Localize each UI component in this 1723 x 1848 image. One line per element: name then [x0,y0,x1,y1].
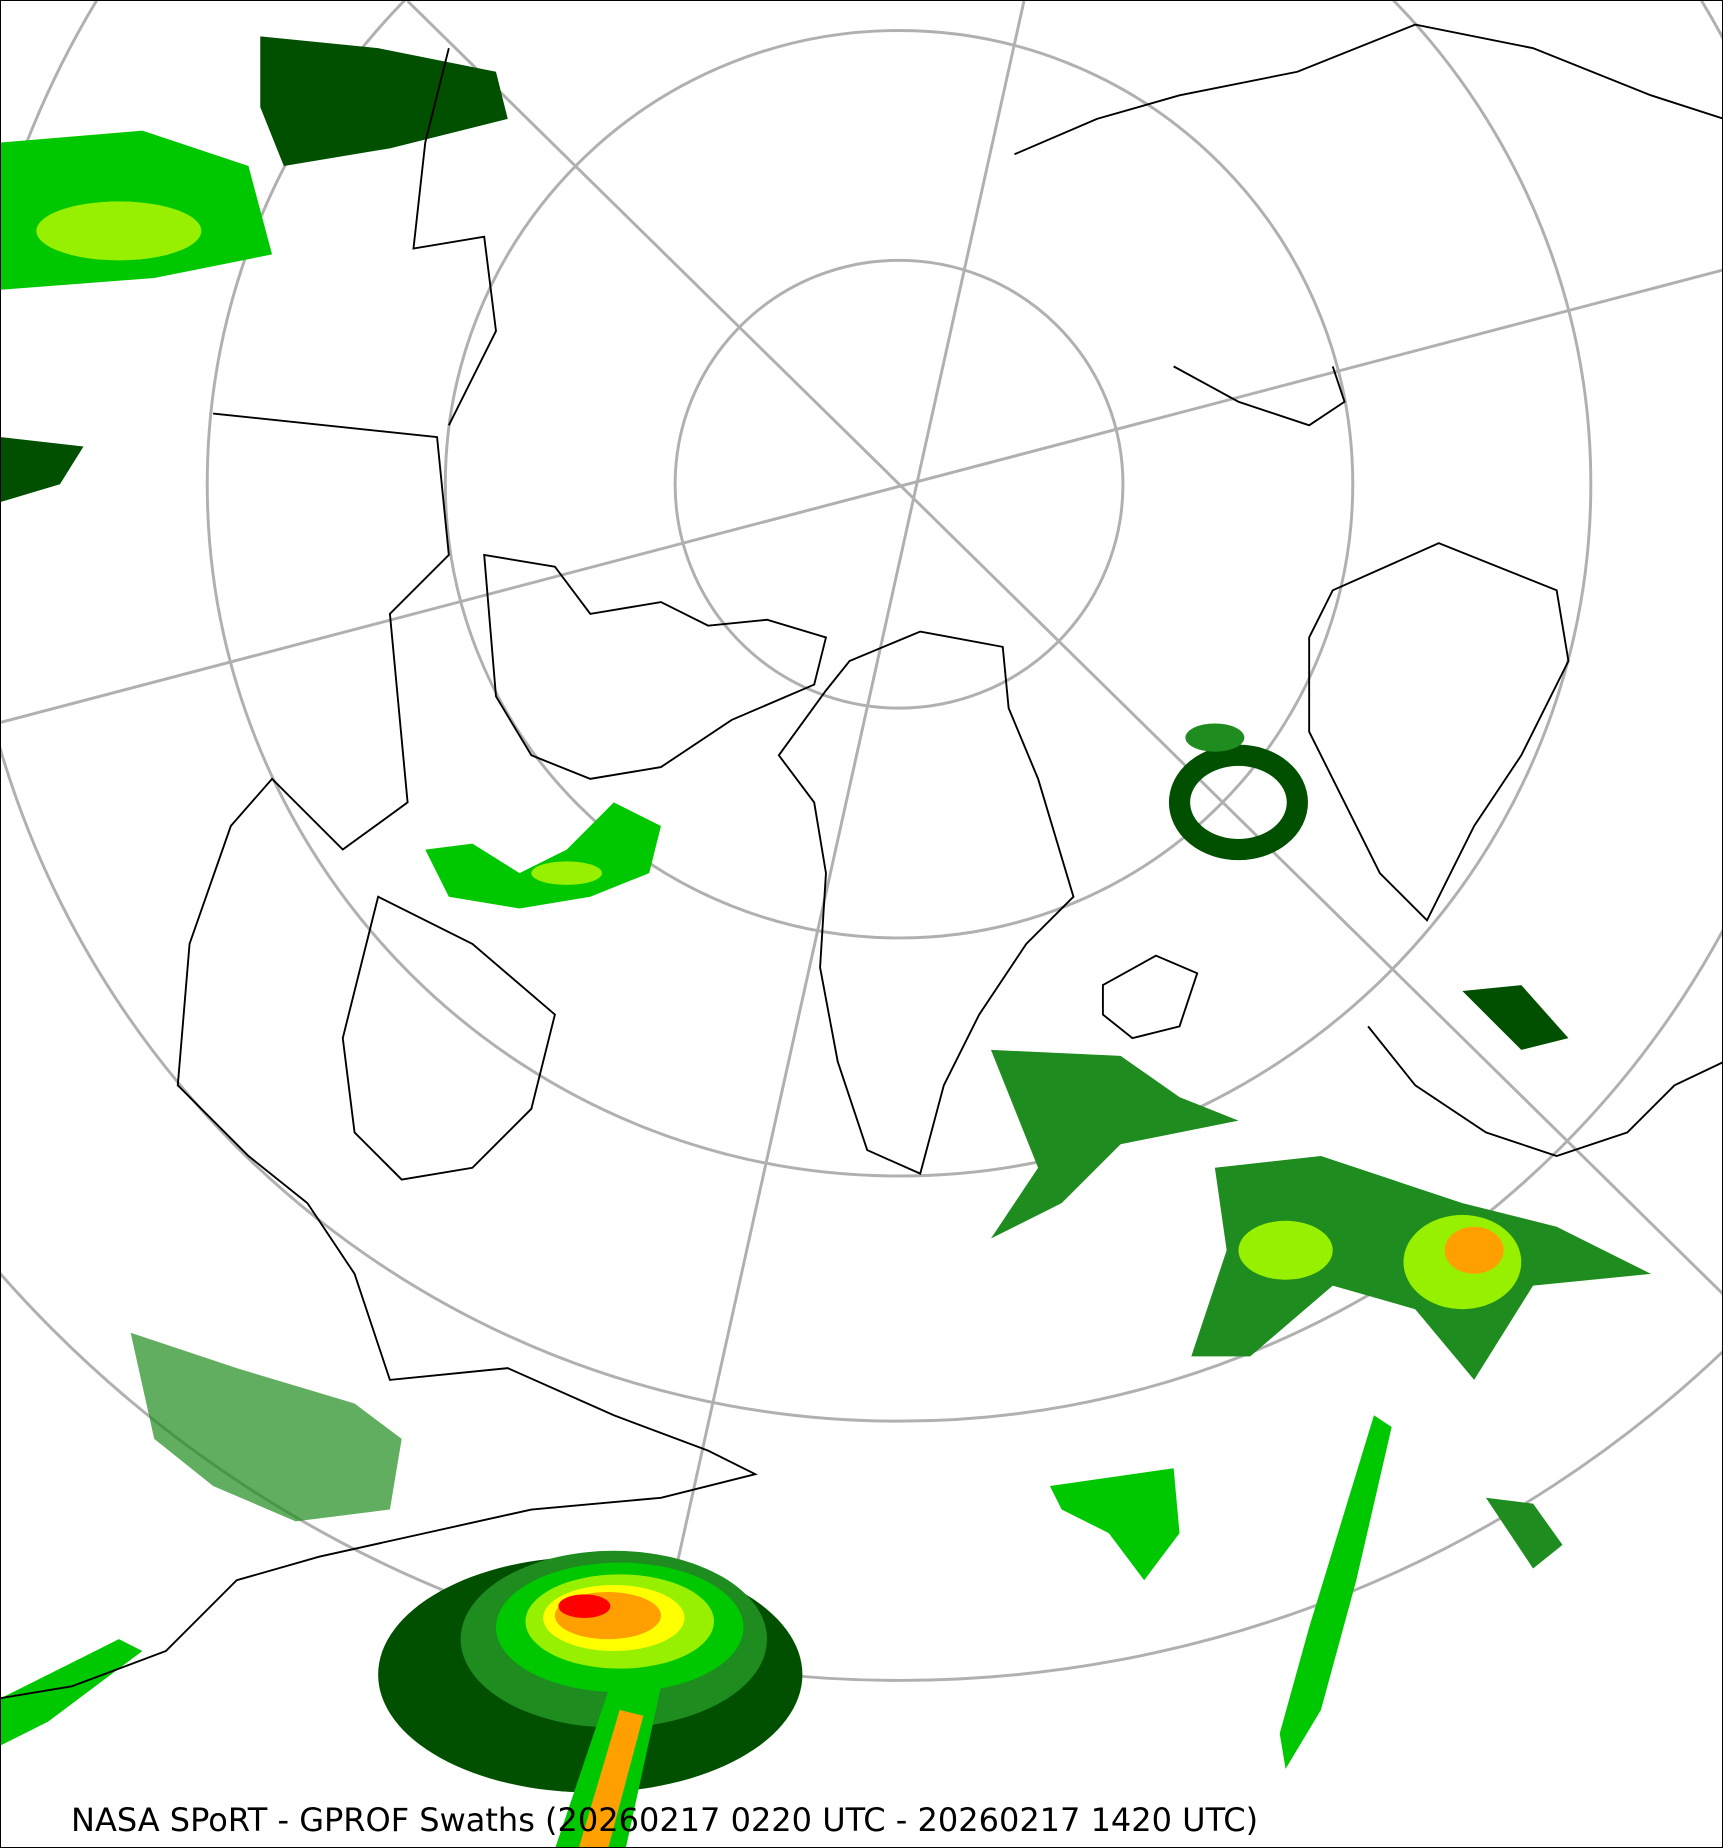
europe-coast [1367,1025,1722,1157]
asia-east-coast [412,47,497,426]
novaya-zemlya [1173,365,1346,427]
meridian-line [406,1,1722,1296]
precip-pacific-storm [378,1550,803,1847]
precipitation-swaths [1,36,1651,1847]
precip-atlantic-band [990,1049,1651,1380]
canadian-archipelago [483,553,828,780]
latitude-circle-80 [673,258,1125,710]
map-caption: NASA SPoRT - GPROF Swaths (20260217 0220… [71,1801,1259,1839]
latitude-circle-40 [1,1271,1722,1682]
siberia-coast [1014,23,1722,156]
greenland-outline [777,630,1075,1175]
precip-northeast-asia [1,36,508,502]
latitude-circle-70 [443,29,1355,940]
iceland-outline [1101,954,1199,1040]
precip-eastern-north-america [1,1332,402,1746]
meridian-line [1,268,1722,724]
north-america-coast [1,412,758,1700]
latitude-circle-60 [205,1,1593,1178]
scandinavia-coast [1308,542,1570,922]
precip-norway-ring [1168,723,1569,1050]
meridian-line [612,1,1026,1847]
coastlines [1,23,1722,1700]
precip-canadian-arctic [425,802,661,909]
precip-atlantic-streaks [1049,1415,1563,1769]
hudson-bay [341,895,556,1181]
latitude-circle-50 [1,1,1722,1423]
